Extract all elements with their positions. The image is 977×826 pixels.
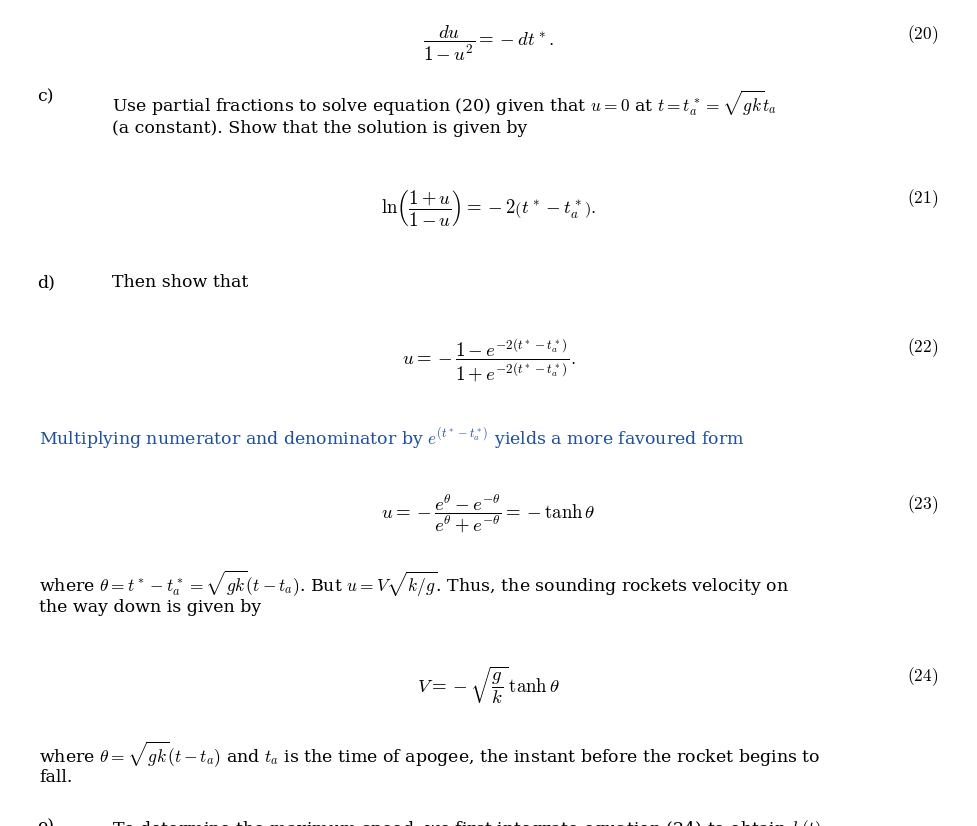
- Text: $\ln\!\left(\dfrac{1+u}{1-u}\right) = -2\left(t^* - t_a^*\right).$: $\ln\!\left(\dfrac{1+u}{1-u}\right) = -2…: [381, 188, 596, 227]
- Text: Multiplying numerator and denominator by $e^{(t^*-t_a^*)}$ yields a more favoure: Multiplying numerator and denominator by…: [39, 425, 744, 451]
- Text: $(23)$: $(23)$: [907, 493, 938, 516]
- Text: $(24)$: $(24)$: [907, 665, 938, 688]
- Text: d): d): [37, 274, 55, 292]
- Text: fall.: fall.: [39, 769, 72, 786]
- Text: $(20)$: $(20)$: [907, 23, 938, 46]
- Text: $V = -\sqrt{\dfrac{g}{k}}\,\tanh\theta$: $V = -\sqrt{\dfrac{g}{k}}\,\tanh\theta$: [417, 665, 560, 706]
- Text: where $\theta = t^* - t_a^* = \sqrt{gk}(t - t_a)$. But $u = V\sqrt{k/g}$. Thus, : where $\theta = t^* - t_a^* = \sqrt{gk}(…: [39, 569, 788, 599]
- Text: where $\theta = \sqrt{gk}(t - t_a)$ and $t_a$ is the time of apogee, the instant: where $\theta = \sqrt{gk}(t - t_a)$ and …: [39, 739, 821, 769]
- Text: $u = -\dfrac{1 - e^{-2(t^*-t_a^*)}}{1 + e^{-2(t^*-t_a^*)}}.$: $u = -\dfrac{1 - e^{-2(t^*-t_a^*)}}{1 + …: [402, 336, 575, 383]
- Text: (a constant). Show that the solution is given by: (a constant). Show that the solution is …: [112, 120, 528, 137]
- Text: $(22)$: $(22)$: [907, 336, 938, 359]
- Text: $u = -\dfrac{e^\theta - e^{-\theta}}{e^\theta + e^{-\theta}} = -\tanh\theta$: $u = -\dfrac{e^\theta - e^{-\theta}}{e^\…: [381, 493, 596, 536]
- Text: $\dfrac{du}{1-u^2} = -dt^*.$: $\dfrac{du}{1-u^2} = -dt^*.$: [423, 23, 554, 63]
- Text: c): c): [37, 88, 54, 106]
- Text: To determine the maximum speed, we first integrate equation (24) to obtain $h(t): To determine the maximum speed, we first…: [112, 819, 822, 826]
- Text: Then show that: Then show that: [112, 274, 248, 292]
- Text: $(21)$: $(21)$: [907, 188, 938, 211]
- Text: the way down is given by: the way down is given by: [39, 599, 261, 616]
- Text: Use partial fractions to solve equation (20) given that $u = 0$ at $t = t_a^* = : Use partial fractions to solve equation …: [112, 88, 777, 118]
- Text: e): e): [37, 819, 54, 826]
